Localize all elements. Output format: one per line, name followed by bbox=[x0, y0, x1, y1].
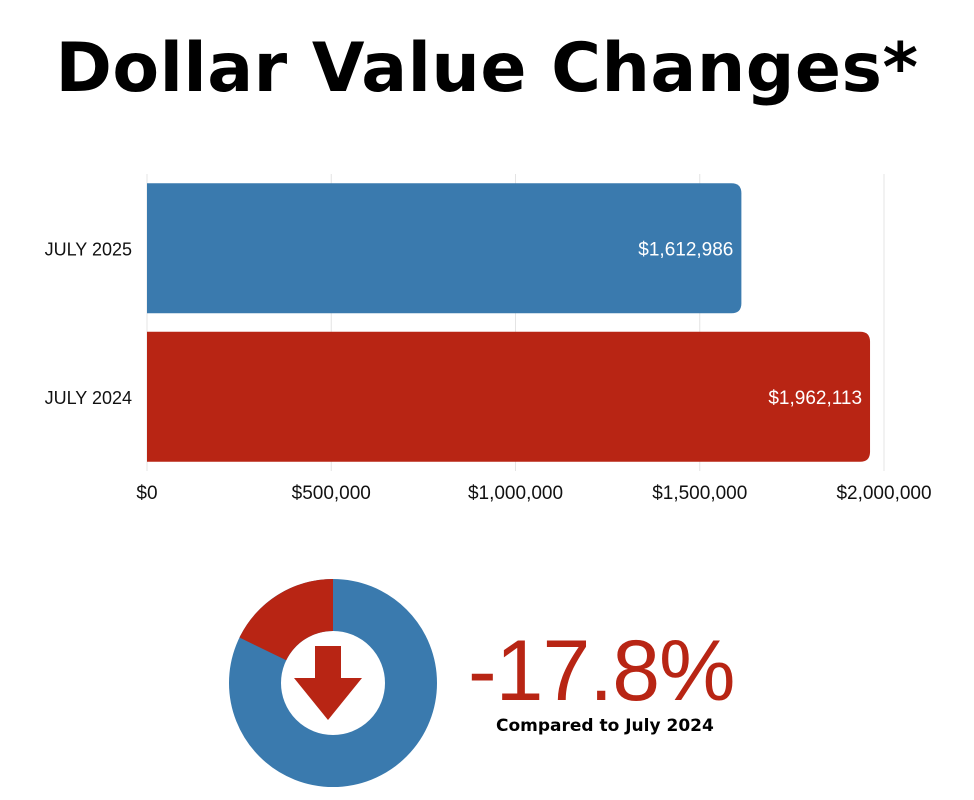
bar-value-label: $1,962,113 bbox=[768, 388, 862, 409]
bar-chart: $1,612,986 JULY 2025 $1,962,113 JULY 2024 $0… bbox=[45, 174, 932, 504]
change-caption: Compared to July 2024 bbox=[496, 716, 714, 736]
category-label: JULY 2024 bbox=[45, 388, 132, 408]
change-donut bbox=[229, 579, 437, 787]
bar-value-label: $1,612,986 bbox=[638, 239, 733, 260]
x-tick-label: $2,000,000 bbox=[836, 483, 931, 504]
x-tick-label: $0 bbox=[136, 483, 157, 504]
change-percent: -17.8% bbox=[468, 623, 735, 719]
bar bbox=[147, 183, 742, 314]
x-tick-label: $500,000 bbox=[292, 483, 371, 504]
chart-title: Dollar Value Changes* bbox=[55, 29, 919, 108]
donut-change-slice bbox=[239, 579, 333, 661]
x-tick-label: $1,500,000 bbox=[652, 483, 747, 504]
down-arrow-icon bbox=[294, 646, 362, 720]
x-tick-label: $1,000,000 bbox=[468, 483, 563, 504]
bar bbox=[147, 331, 871, 462]
category-label: JULY 2025 bbox=[45, 239, 132, 259]
